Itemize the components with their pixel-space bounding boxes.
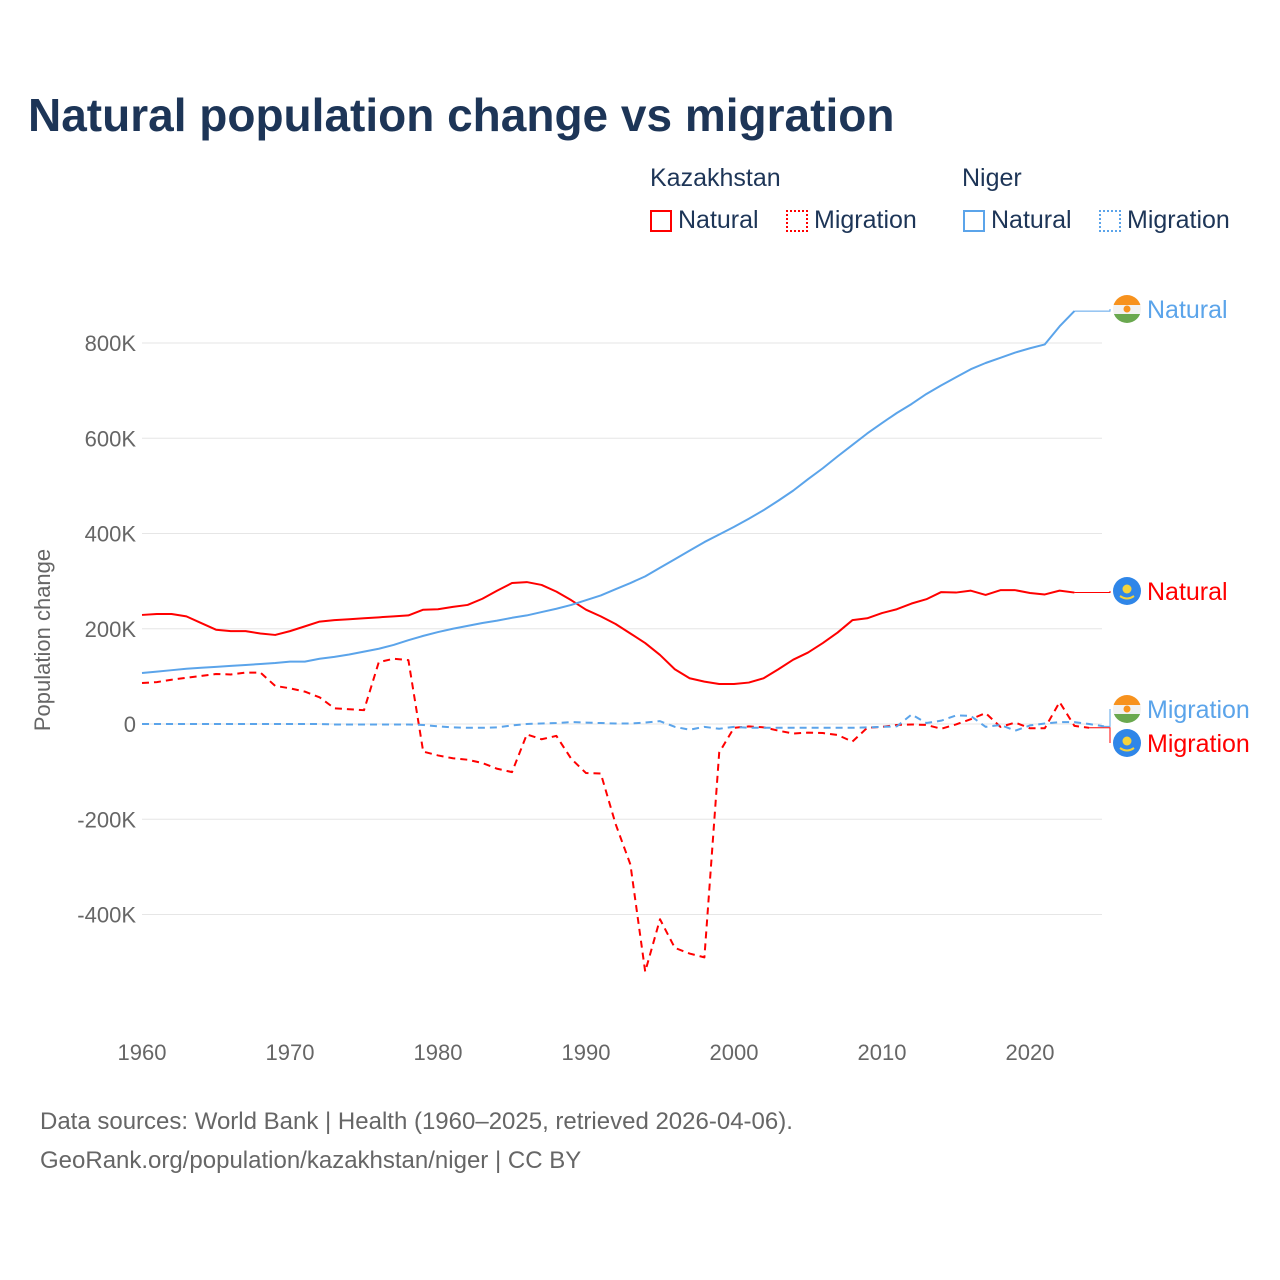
legend-kazakhstan-migration[interactable]: Migration [786,206,917,235]
flag-stripe-green [1113,314,1141,323]
footer-sources: Data sources: World Bank | Health (1960–… [40,1108,793,1135]
flag-stripe-orange [1113,295,1141,305]
flag-sun [1122,736,1132,746]
y-tick-label: 0 [124,712,136,737]
legend-kazakhstan-natural[interactable]: Natural [650,206,759,235]
flag-stripe-green [1113,714,1141,723]
legend-swatch-solid [650,209,672,232]
series-line-niger-natural [141,310,1076,675]
x-tick-label: 2010 [858,1040,907,1065]
label-connector [1074,591,1111,594]
y-tick-label: 200K [85,617,137,642]
end-label: Migration [1147,730,1250,758]
y-axis-label: Population change [30,549,55,731]
legend-label: Migration [1127,206,1230,234]
label-connector [1074,309,1111,312]
series-line-niger-migration [142,713,1105,732]
y-tick-label: 800K [85,331,137,356]
footer-link[interactable]: GeoRank.org/population/kazakhstan/niger … [40,1147,582,1174]
y-tick-label: 400K [85,522,137,547]
legend-niger-migration[interactable]: Migration [1099,206,1230,235]
legend-label: Natural [678,206,759,234]
legend-swatch-solid [963,209,985,232]
x-tick-label: 2020 [1006,1040,1055,1065]
series-line-kazakhstan-natural [141,581,1075,685]
flag-eagle [1119,595,1135,600]
y-tick-label: 600K [85,426,137,451]
legend-swatch-dotted [786,209,808,232]
label-connector [1104,709,1111,727]
niger-flag-icon [1113,695,1141,723]
flag-sun [1122,584,1132,594]
x-tick-label: 2000 [710,1040,759,1065]
flag-sun [1123,705,1131,713]
legend-group-niger: Niger [962,164,1022,192]
y-tick-label: -400K [77,903,136,928]
kazakhstan-flag-icon [1113,577,1141,605]
flag-sun [1123,305,1131,313]
series-line-kazakhstan-migration [141,657,1090,973]
x-tick-label: 1960 [118,1040,167,1065]
legend-niger-natural[interactable]: Natural [963,206,1072,235]
legend-group-kazakhstan: Kazakhstan [650,164,781,192]
niger-flag-icon [1113,295,1141,323]
x-tick-label: 1990 [562,1040,611,1065]
legend-label: Natural [991,206,1072,234]
legend-label: Migration [814,206,917,234]
legend-swatch-dotted [1099,209,1121,232]
flag-eagle [1119,747,1135,752]
x-tick-label: 1970 [266,1040,315,1065]
x-tick-label: 1980 [414,1040,463,1065]
y-tick-label: -200K [77,807,136,832]
flag-stripe-orange [1113,695,1141,705]
kazakhstan-flag-icon [1113,729,1141,757]
end-label: Natural [1147,578,1228,606]
label-connector [1089,727,1111,743]
chart-title: Natural population change vs migration [28,89,895,141]
end-label: Natural [1147,296,1228,324]
end-label: Migration [1147,696,1250,724]
